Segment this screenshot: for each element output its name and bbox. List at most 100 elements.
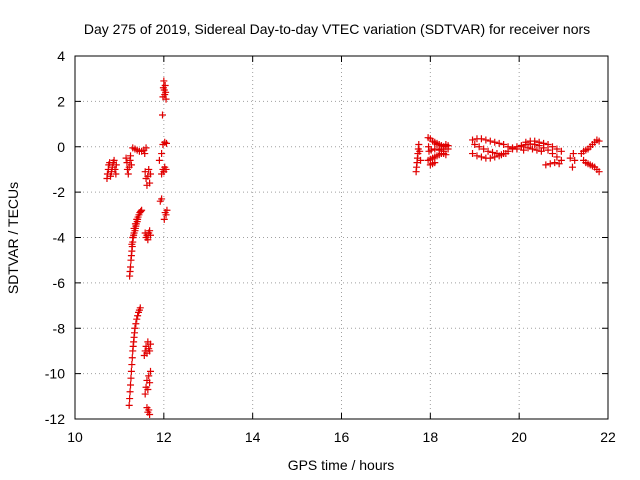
data-point: [595, 137, 603, 145]
data-point: [134, 312, 142, 320]
data-point: [469, 150, 477, 158]
data-point: [155, 156, 163, 164]
y-tick-label: -12: [45, 411, 65, 427]
data-point: [127, 152, 135, 160]
data-point: [126, 388, 134, 396]
y-tick-label: -10: [45, 366, 65, 382]
data-point: [522, 138, 530, 146]
data-point: [133, 215, 141, 223]
data-points: [103, 77, 603, 418]
data-point: [486, 154, 494, 162]
data-point: [533, 146, 541, 154]
data-point: [546, 160, 554, 168]
data-point: [111, 165, 119, 173]
data-point: [520, 146, 528, 154]
chart-title: Day 275 of 2019, Sidereal Day-to-day VTE…: [84, 21, 590, 37]
data-point: [480, 145, 488, 153]
data-point: [568, 163, 576, 171]
data-point: [128, 240, 136, 248]
data-point: [110, 156, 118, 164]
data-point: [125, 401, 133, 409]
data-point: [128, 354, 136, 362]
data-point: [484, 147, 492, 155]
x-tick-label: 14: [245, 429, 261, 445]
data-point: [493, 150, 501, 158]
data-point: [141, 390, 149, 398]
x-tick-label: 20: [511, 429, 527, 445]
data-point: [132, 320, 140, 328]
x-tick-label: 18: [423, 429, 439, 445]
data-point: [566, 154, 574, 162]
data-point: [158, 150, 166, 158]
data-point: [531, 137, 539, 145]
data-point: [433, 140, 441, 148]
x-tick-label: 12: [156, 429, 172, 445]
data-point: [144, 386, 152, 394]
data-point: [571, 156, 579, 164]
data-point: [137, 207, 145, 215]
data-point: [431, 145, 439, 153]
data-point: [163, 206, 171, 214]
data-point: [540, 139, 548, 147]
data-point: [502, 150, 510, 158]
data-point: [569, 150, 577, 158]
data-point: [145, 406, 153, 414]
data-point: [142, 144, 150, 152]
data-point: [131, 220, 139, 228]
x-tick-label: 22: [600, 429, 616, 445]
x-tick-label: 16: [334, 429, 350, 445]
data-point: [146, 347, 154, 355]
data-point: [417, 156, 425, 164]
data-point: [127, 161, 135, 169]
x-axis-label: GPS time / hours: [288, 457, 395, 473]
data-point: [145, 165, 153, 173]
data-point: [486, 137, 494, 145]
data-point: [127, 381, 135, 389]
data-point: [535, 138, 543, 146]
data-point: [513, 145, 521, 153]
y-tick-label: 4: [57, 48, 65, 64]
data-point: [107, 168, 115, 176]
data-point: [444, 142, 452, 150]
gridlines: [75, 56, 608, 419]
x-tick-label: 10: [67, 429, 83, 445]
data-point: [542, 161, 550, 169]
data-point: [146, 179, 154, 187]
data-point: [127, 374, 135, 382]
data-point: [500, 140, 508, 148]
data-point: [477, 153, 485, 161]
data-point: [127, 367, 135, 375]
data-point: [129, 234, 137, 241]
data-point: [528, 145, 536, 153]
data-point: [504, 143, 512, 151]
data-point: [127, 263, 135, 271]
data-point: [491, 138, 499, 146]
data-point: [130, 224, 138, 232]
data-point: [162, 139, 170, 147]
data-point: [469, 136, 477, 144]
data-point: [477, 135, 485, 143]
data-point: [431, 159, 439, 167]
data-point: [136, 304, 144, 312]
data-point: [146, 227, 154, 235]
data-point: [138, 206, 146, 214]
y-tick-label: -6: [53, 275, 66, 291]
data-point: [146, 379, 154, 387]
y-axis-label: SDTVAR / TECUs: [5, 182, 21, 294]
data-point: [595, 168, 603, 176]
data-point: [158, 195, 166, 203]
data-point: [437, 145, 445, 153]
data-point: [416, 147, 424, 155]
y-tick-labels: 4 2 0 -2 -4 -6 -8 -10 -12: [45, 48, 65, 427]
data-point: [473, 152, 481, 160]
data-point: [425, 143, 433, 151]
data-point: [162, 88, 170, 96]
data-point: [159, 111, 167, 119]
data-point: [133, 315, 141, 323]
plot-frame: [74, 55, 609, 420]
data-point: [495, 139, 503, 147]
data-point: [482, 136, 490, 144]
data-point: [131, 324, 139, 332]
x-tick-labels: 10 12 14 16 18 20 22: [67, 429, 616, 445]
data-point: [548, 143, 556, 151]
